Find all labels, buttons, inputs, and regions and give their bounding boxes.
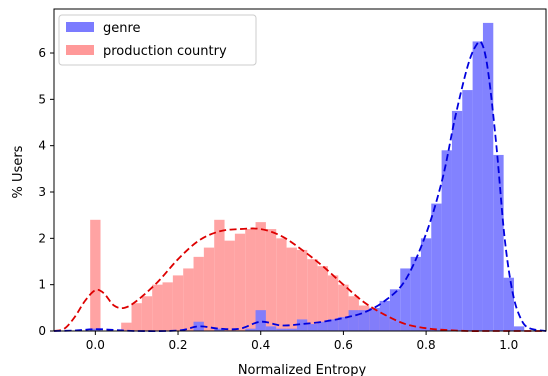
y-tick-label: 1	[38, 278, 46, 292]
production-country-bar	[172, 275, 184, 331]
genre-bar	[400, 268, 411, 331]
production-country-bar	[224, 240, 235, 331]
genre-bar	[296, 319, 308, 331]
genre-bar	[482, 22, 494, 332]
axes	[53, 8, 547, 332]
genre-bar	[214, 328, 225, 331]
legend-swatch-genre	[66, 22, 94, 32]
y-tick-label: 6	[38, 46, 46, 60]
genre-bar	[358, 310, 370, 331]
production-country-bar	[296, 249, 308, 331]
genre-bar	[193, 321, 204, 331]
genre-bar	[338, 317, 349, 331]
ticks: 0.0 0.2 0.4 0.6 0.8 1.0 0 1 2 3 4 5 6	[38, 46, 518, 352]
genre-bars	[90, 22, 525, 332]
production-country-bar	[255, 222, 266, 331]
x-tick-label: 0.0	[86, 338, 105, 352]
production-country-bar	[121, 322, 132, 331]
y-tick-label: 0	[38, 324, 46, 338]
legend: genre production country	[58, 14, 257, 66]
genre-kde-line	[53, 40, 547, 332]
production-country-bar	[317, 266, 328, 331]
y-tick-label: 3	[38, 185, 46, 199]
production-country-bar	[286, 247, 297, 331]
genre-bar	[472, 41, 483, 332]
genre-bar	[493, 154, 504, 331]
genre-bar	[245, 328, 256, 331]
x-tick-label: 0.4	[251, 338, 270, 352]
production-country-bar	[276, 238, 287, 331]
genre-bar	[265, 326, 277, 331]
production-country-bar	[141, 296, 153, 331]
x-tick-label: 1.0	[499, 338, 518, 352]
production-country-bar	[162, 282, 173, 331]
y-tick-label: 2	[38, 231, 46, 245]
legend-label-production-country: production country	[103, 44, 227, 59]
genre-bar	[379, 300, 390, 331]
genre-bar	[276, 328, 287, 331]
production-country-bar	[307, 259, 318, 331]
production-country-bar	[234, 233, 246, 331]
genre-bar	[389, 289, 401, 331]
genre-bar	[286, 328, 297, 331]
genre-bar	[441, 150, 452, 331]
production-country-bar	[183, 268, 194, 331]
plot-frame	[53, 8, 547, 332]
y-tick-label: 4	[38, 139, 46, 153]
genre-bar	[503, 277, 514, 331]
genre-bar	[431, 203, 442, 331]
x-tick-label: 0.2	[168, 338, 187, 352]
production-country-bar	[193, 256, 204, 331]
production-country-bar	[214, 219, 225, 331]
genre-bar	[255, 310, 266, 331]
production-country-bar	[338, 284, 349, 331]
kde-lines	[53, 40, 547, 332]
legend-label-genre: genre	[103, 21, 141, 36]
production-country-bar	[131, 303, 142, 331]
legend-frame	[58, 14, 257, 66]
genre-bar	[327, 319, 339, 331]
production-country-bar	[327, 275, 339, 331]
genre-bar	[307, 324, 318, 331]
x-tick-label: 0.8	[417, 338, 436, 352]
genre-bar	[348, 310, 359, 331]
genre-bar	[369, 307, 380, 331]
production-country-kde-line	[53, 227, 546, 332]
genre-bar	[420, 238, 432, 331]
production-country-bar	[203, 247, 215, 331]
production-country-bar	[152, 284, 163, 331]
genre-bar	[90, 328, 101, 331]
production-country-bar	[245, 229, 256, 331]
genre-bar	[410, 256, 421, 331]
y-axis-label: % Users	[11, 145, 26, 198]
y-tick-label: 5	[38, 92, 46, 106]
production-country-bar	[90, 219, 101, 331]
genre-bar	[451, 110, 463, 332]
production-country-bar	[265, 229, 277, 331]
x-tick-label: 0.6	[334, 338, 353, 352]
production-country-bars	[90, 219, 463, 331]
legend-swatch-production-country	[66, 45, 94, 55]
genre-bar	[462, 90, 473, 331]
x-axis-label: Normalized Entropy	[238, 363, 367, 376]
genre-bar	[317, 321, 328, 331]
genre-bar	[513, 326, 525, 331]
